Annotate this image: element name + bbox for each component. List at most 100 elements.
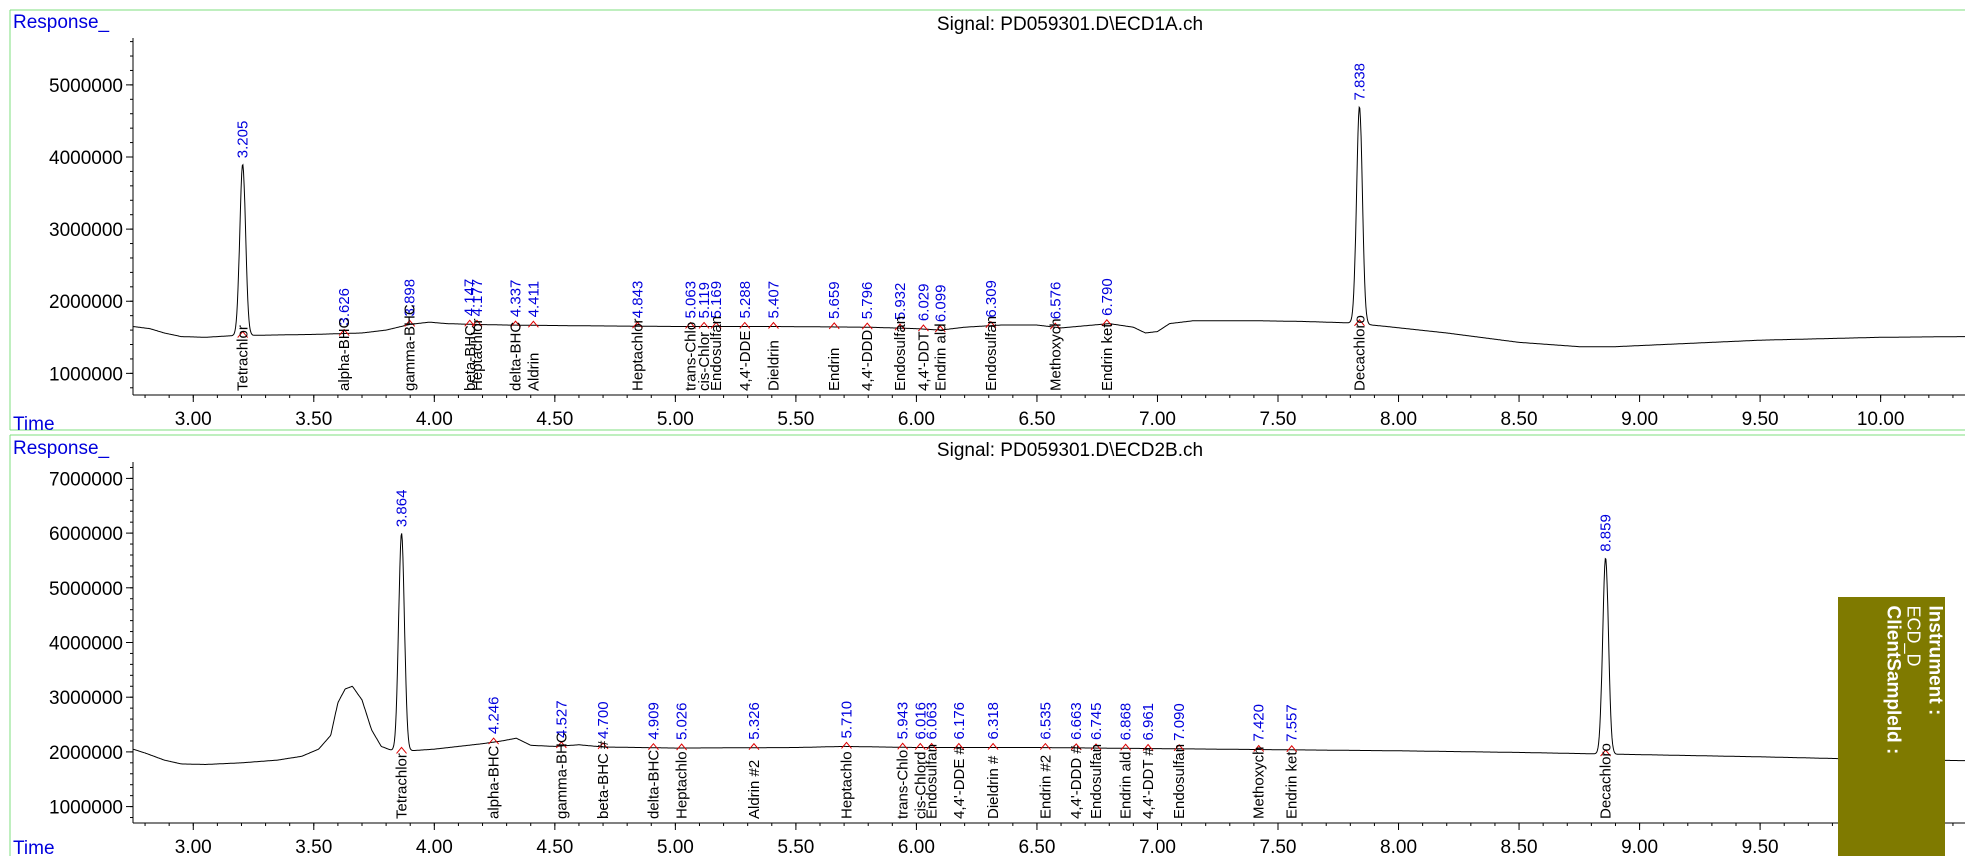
x-tick-label: 8.00 bbox=[1380, 409, 1417, 430]
peak-rt-label: 5.659 bbox=[826, 281, 843, 319]
peak-marker bbox=[842, 742, 852, 748]
peak-name-label: 4,4'-DDD # bbox=[1068, 745, 1085, 819]
x-tick-label: 3.50 bbox=[295, 409, 332, 430]
peak-rt-label: 6.790 bbox=[1099, 278, 1116, 316]
peak-name-label: Heptachlor bbox=[630, 318, 647, 391]
x-tick-label: 6.50 bbox=[1018, 837, 1055, 856]
chart-panel-2: Signal: PD059301.D\ECD2B.ch Response_ Time… bbox=[10, 435, 1965, 856]
chart-title: Signal: PD059301.D\ECD2B.ch bbox=[937, 440, 1203, 461]
peak-rt-label: 5.407 bbox=[765, 281, 782, 319]
x-tick-label: 9.50 bbox=[1742, 837, 1779, 856]
peak-name-label: Aldrin #2 bbox=[746, 760, 763, 819]
peak-rt-label: 4.411 bbox=[525, 281, 542, 317]
peak-marker bbox=[1040, 744, 1050, 750]
peak-name-label: Endosulfan bbox=[708, 316, 725, 391]
x-tick-label: 9.00 bbox=[1621, 837, 1658, 856]
peak-rt-label: 6.745 bbox=[1088, 703, 1105, 741]
peak-rt-label: 6.063 bbox=[924, 702, 941, 740]
instrument-label: Instrument : bbox=[1923, 605, 1945, 715]
peak-rt-label: 5.326 bbox=[746, 702, 763, 740]
peak-name-label: Endosulfan bbox=[1088, 744, 1105, 819]
peak-rt-label: 6.318 bbox=[985, 702, 1002, 740]
peak-rt-label: 6.309 bbox=[983, 280, 1000, 318]
peak-rt-label: 6.029 bbox=[915, 284, 932, 322]
peak-name-label: Endosulfan bbox=[892, 316, 909, 391]
peak-marker bbox=[397, 747, 407, 753]
peak-marker bbox=[749, 744, 759, 750]
peak-rt-label: 4.246 bbox=[486, 697, 503, 735]
peak-rt-label: 5.288 bbox=[737, 281, 754, 319]
x-tick-label: 7.00 bbox=[1139, 409, 1176, 430]
x-tick-label: 9.50 bbox=[1742, 409, 1779, 430]
peak-marker bbox=[829, 323, 839, 329]
peak-rt-label: 5.943 bbox=[895, 702, 912, 740]
peak-rt-label: 6.535 bbox=[1037, 702, 1054, 740]
peak-name-label: Endosulfan bbox=[983, 316, 1000, 391]
y-tick-label: 2000000 bbox=[49, 292, 123, 313]
peak-name-label: trans-Chlo bbox=[895, 750, 912, 819]
instrument-panel: Instrument : ECD_D ClientSampleId : bbox=[1838, 597, 1945, 856]
x-tick-label: 6.50 bbox=[1018, 409, 1055, 430]
peak-name-label: Endosulfan bbox=[1171, 744, 1188, 819]
peak-name-label: Endrin ald bbox=[932, 323, 949, 391]
x-tick-label: 8.50 bbox=[1501, 409, 1538, 430]
chart-title: Signal: PD059301.D\ECD1A.ch bbox=[937, 14, 1203, 35]
x-tick-label: 4.00 bbox=[416, 409, 453, 430]
x-tick-label: 3.50 bbox=[295, 837, 332, 856]
y-tick-label: 3000000 bbox=[49, 688, 123, 709]
peak-name-label: Endosulfan bbox=[924, 744, 941, 819]
x-tick-label: 9.00 bbox=[1621, 409, 1658, 430]
y-axis-label: Response_ bbox=[13, 438, 110, 459]
x-axis-label: Time bbox=[13, 838, 55, 856]
peak-name-label: Decachloro bbox=[1598, 743, 1615, 819]
peak-name-label: Aldrin bbox=[525, 353, 542, 391]
client-sample-id-label: ClientSampleId : bbox=[1881, 605, 1903, 754]
peak-rt-label: 6.099 bbox=[932, 285, 949, 323]
x-tick-label: 5.50 bbox=[777, 837, 814, 856]
y-tick-label: 5000000 bbox=[49, 579, 123, 600]
peak-rt-label: 7.557 bbox=[1284, 704, 1301, 742]
x-tick-label: 8.00 bbox=[1380, 837, 1417, 856]
peak-name-label: Heptachlo bbox=[674, 751, 691, 819]
peak-marker bbox=[898, 743, 908, 749]
y-tick-label: 4000000 bbox=[49, 148, 123, 169]
peak-name-label: Endrin ket bbox=[1284, 751, 1301, 819]
peak-marker bbox=[677, 744, 687, 750]
peak-name-label: Decachloro bbox=[1351, 315, 1368, 391]
peak-name-label: alpha-BHC bbox=[486, 745, 503, 819]
peak-rt-label: 4.843 bbox=[630, 281, 647, 319]
y-axis-label: Response_ bbox=[13, 12, 110, 33]
peak-name-label: gamma-BHC bbox=[402, 304, 419, 391]
peak-name-label: 4,4'-DDT # bbox=[1140, 747, 1157, 819]
peak-name-label: Methoxych bbox=[1251, 746, 1268, 819]
x-tick-label: 10.00 bbox=[1857, 409, 1905, 430]
peak-name-label: delta-BHC bbox=[508, 322, 525, 391]
peak-rt-label: 5.710 bbox=[839, 701, 856, 739]
x-tick-label: 4.50 bbox=[536, 837, 573, 856]
peak-name-label: 4,4'-DDE # bbox=[951, 745, 968, 819]
y-tick-label: 6000000 bbox=[49, 524, 123, 545]
peak-rt-label: 7.838 bbox=[1351, 63, 1368, 101]
x-tick-label: 3.00 bbox=[175, 409, 212, 430]
x-axis-label: Time bbox=[13, 414, 55, 435]
peak-rt-label: 6.576 bbox=[1047, 282, 1064, 320]
peak-name-label: 4,4'-DDE bbox=[737, 331, 754, 391]
peak-name-label: Endrin ket bbox=[1099, 323, 1116, 391]
peak-rt-label: 3.205 bbox=[235, 121, 252, 159]
peak-rt-label: 8.859 bbox=[1598, 514, 1615, 552]
peak-name-label: Tetrachlor bbox=[394, 753, 411, 819]
peak-name-label: Heptachlo bbox=[839, 751, 856, 819]
x-tick-label: 5.00 bbox=[657, 837, 694, 856]
peak-marker bbox=[528, 321, 538, 327]
peak-rt-label: 7.420 bbox=[1251, 704, 1268, 742]
x-tick-label: 7.50 bbox=[1260, 837, 1297, 856]
peak-name-label: Methoxych bbox=[1047, 318, 1064, 391]
peak-name-label: delta-BHC bbox=[645, 750, 662, 819]
x-tick-label: 7.00 bbox=[1139, 837, 1176, 856]
peak-name-label: 4,4'-DDT bbox=[915, 331, 932, 391]
peak-name-label: Tetrachlor bbox=[235, 325, 252, 391]
x-tick-label: 5.50 bbox=[777, 409, 814, 430]
peak-name-label: Endrin #2 bbox=[1037, 755, 1054, 819]
x-tick-label: 3.00 bbox=[175, 837, 212, 856]
peak-rt-label: 6.961 bbox=[1140, 703, 1157, 741]
